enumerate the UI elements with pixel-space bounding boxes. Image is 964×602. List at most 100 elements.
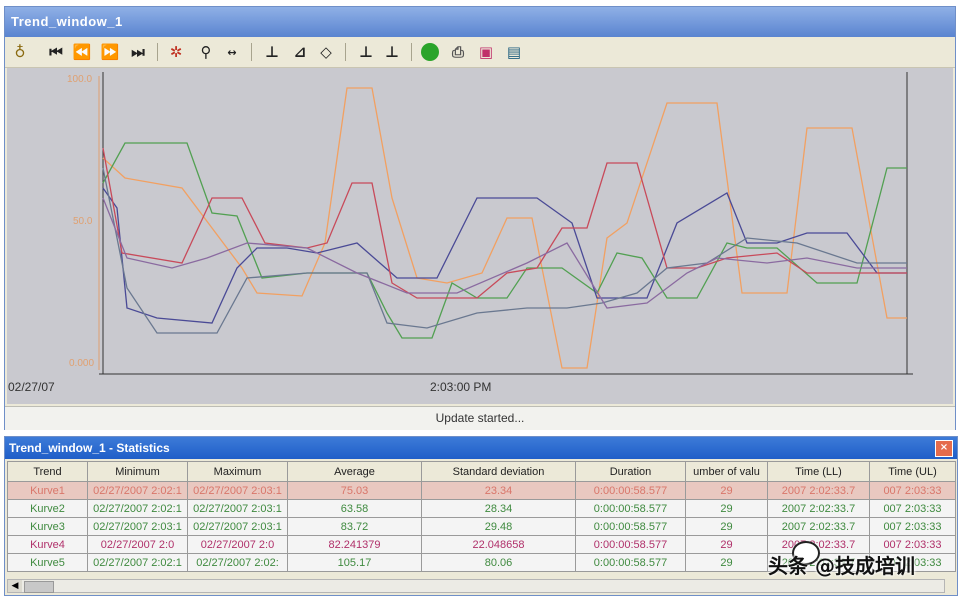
table-cell: Kurve4 xyxy=(7,535,88,554)
toolbar-separator xyxy=(345,43,346,61)
table-cell: Kurve3 xyxy=(7,517,88,536)
title-bar[interactable]: Trend_window_1 xyxy=(5,7,955,37)
column-header[interactable]: Minimum xyxy=(87,461,188,482)
diamond-icon[interactable]: ◇ xyxy=(320,43,332,61)
x-axis-start-label: 02/27/07 xyxy=(8,380,55,394)
table-cell: 02/27/2007 2:03:1 xyxy=(87,517,188,536)
column-header[interactable]: Duration xyxy=(575,461,686,482)
table-cell: 007 2:03:33 xyxy=(869,553,956,572)
watermark: 头条 @技成培训 xyxy=(768,554,915,578)
table-cell: 02/27/2007 2:03:1 xyxy=(187,499,288,518)
table-cell: 29 xyxy=(685,553,768,572)
table-cell: 0:00:00:58.577 xyxy=(575,517,686,536)
table-cell: 2007 2:02:33.7 xyxy=(767,517,870,536)
scroll-thumb[interactable] xyxy=(24,581,54,593)
table-row[interactable]: Kurve5 02/27/2007 2:02:1 02/27/2007 2:02: 1… xyxy=(7,553,956,572)
curve-orange xyxy=(102,87,907,369)
table-cell: 29 xyxy=(685,517,768,536)
y-axis-mid-label: 50.0 xyxy=(73,216,93,227)
column-header[interactable]: Standard deviation xyxy=(421,461,576,482)
watermark-logo-icon xyxy=(792,541,820,565)
table-cell: 29 xyxy=(685,535,768,554)
table-row[interactable]: Kurve3 02/27/2007 2:03:1 02/27/2007 2:03:1… xyxy=(7,517,956,536)
column-header[interactable]: Trend xyxy=(7,461,88,482)
table-row[interactable]: Kurve1 02/27/2007 2:02:1 02/27/2007 2:03:1… xyxy=(7,481,956,500)
table-row[interactable]: Kurve2 02/27/2007 2:02:1 02/27/2007 2:03:1… xyxy=(7,499,956,518)
trend-chart: 100.0 50.0 0.000 xyxy=(67,72,913,375)
axis-icon[interactable]: ⊥ xyxy=(265,43,279,61)
zoom-icon[interactable]: ⚲ xyxy=(200,43,212,61)
table-cell: 2007 2:02:33.7 xyxy=(767,499,870,518)
column-header[interactable]: Average xyxy=(287,461,422,482)
table-row[interactable]: Kurve4 02/27/2007 2:0 02/27/2007 2:0 82.241… xyxy=(7,535,956,554)
close-icon[interactable]: × xyxy=(935,440,953,457)
table-cell: 02/27/2007 2:03:1 xyxy=(187,481,288,500)
toolbar-separator xyxy=(411,43,412,61)
curve-icon[interactable]: ⊿ xyxy=(293,43,307,61)
statistics-window: Trend_window_1 - Statistics × Trend Mini… xyxy=(4,436,958,596)
stats-icon[interactable]: ⊥ xyxy=(359,43,373,61)
table-cell: 02/27/2007 2:02:1 xyxy=(87,481,188,500)
column-header[interactable]: umber of valu xyxy=(685,461,768,482)
curve-purple xyxy=(102,197,907,309)
statistics-title: Trend_window_1 - Statistics xyxy=(9,441,170,455)
table-cell: 105.17 xyxy=(287,553,422,572)
statistics-title-bar[interactable]: Trend_window_1 - Statistics × xyxy=(5,437,957,459)
table-cell: 02/27/2007 2:02: xyxy=(187,553,288,572)
table-cell: 80.06 xyxy=(421,553,576,572)
window-title: Trend_window_1 xyxy=(11,14,123,29)
table-cell: 23.34 xyxy=(421,481,576,500)
table-cell: Kurve5 xyxy=(7,553,88,572)
table-cell: Kurve2 xyxy=(7,499,88,518)
green-circle-icon[interactable] xyxy=(419,41,441,63)
table-cell: 29 xyxy=(685,481,768,500)
column-header[interactable]: Maximum xyxy=(187,461,288,482)
save-icon[interactable]: ▣ xyxy=(478,43,494,61)
table-cell: 0:00:00:58.577 xyxy=(575,481,686,500)
forward-icon[interactable]: ⏩ xyxy=(100,43,120,61)
x-axis-mid-label: 2:03:00 PM xyxy=(430,380,492,394)
table-cell: 02/27/2007 2:02:1 xyxy=(87,553,188,572)
status-text: Update started... xyxy=(435,411,525,425)
table-cell: 83.72 xyxy=(287,517,422,536)
table-cell: 63.58 xyxy=(287,499,422,518)
table-cell: 007 2:03:33 xyxy=(869,535,956,554)
key-icon[interactable]: ♁ xyxy=(14,43,26,61)
table-cell: 75.03 xyxy=(287,481,422,500)
toolbar: ♁ ⏮ ⏪ ⏩ ⏭ ✲ ⚲ ↔ ⊥ ⊿ ◇ ⊥ ⊥ ⎙ ▣ ▤ xyxy=(5,37,955,68)
curve-red xyxy=(102,147,907,299)
table-cell: 28.34 xyxy=(421,499,576,518)
table-cell: 02/27/2007 2:0 xyxy=(87,535,188,554)
table-cell: 02/27/2007 2:0 xyxy=(187,535,288,554)
table-cell: Kurve1 xyxy=(7,481,88,500)
horizontal-scrollbar[interactable]: ◀ xyxy=(7,579,945,593)
column-header[interactable]: Time (UL) xyxy=(869,461,956,482)
toolbar-separator xyxy=(157,43,158,61)
ruler-icon[interactable]: ↔ xyxy=(227,45,237,59)
stop-icon[interactable]: ✲ xyxy=(169,43,183,61)
column-header[interactable]: Time (LL) xyxy=(767,461,870,482)
table-cell: 0:00:00:58.577 xyxy=(575,535,686,554)
rewind-icon[interactable]: ⏪ xyxy=(72,43,92,61)
y-axis-top-label: 100.0 xyxy=(67,74,92,85)
statistics-table: Trend Minimum Maximum Average Standard d… xyxy=(7,461,956,572)
table-cell: 0:00:00:58.577 xyxy=(575,499,686,518)
export-icon[interactable]: ▤ xyxy=(506,43,522,61)
curve-slate xyxy=(102,167,907,334)
table-cell: 02/27/2007 2:03:1 xyxy=(187,517,288,536)
print-icon[interactable]: ⎙ xyxy=(451,43,464,61)
curve-navy xyxy=(102,187,907,324)
trend-plot-area[interactable]: 100.0 50.0 0.000 xyxy=(7,68,953,404)
scroll-left-icon[interactable]: ◀ xyxy=(8,580,22,592)
first-icon[interactable]: ⏮ xyxy=(49,43,63,61)
table-cell: 007 2:03:33 xyxy=(869,481,956,500)
trend-window: Trend_window_1 ♁ ⏮ ⏪ ⏩ ⏭ ✲ ⚲ ↔ ⊥ ⊿ ◇ ⊥ ⊥… xyxy=(4,6,956,430)
table-cell: 82.241379 xyxy=(287,535,422,554)
table-cell: 02/27/2007 2:02:1 xyxy=(87,499,188,518)
table-cell: 007 2:03:33 xyxy=(869,517,956,536)
table-cell: 007 2:03:33 xyxy=(869,499,956,518)
stats2-icon[interactable]: ⊥ xyxy=(385,43,399,61)
status-bar: Update started... xyxy=(5,406,955,430)
table-cell: 22.048658 xyxy=(421,535,576,554)
last-icon[interactable]: ⏭ xyxy=(131,43,145,61)
